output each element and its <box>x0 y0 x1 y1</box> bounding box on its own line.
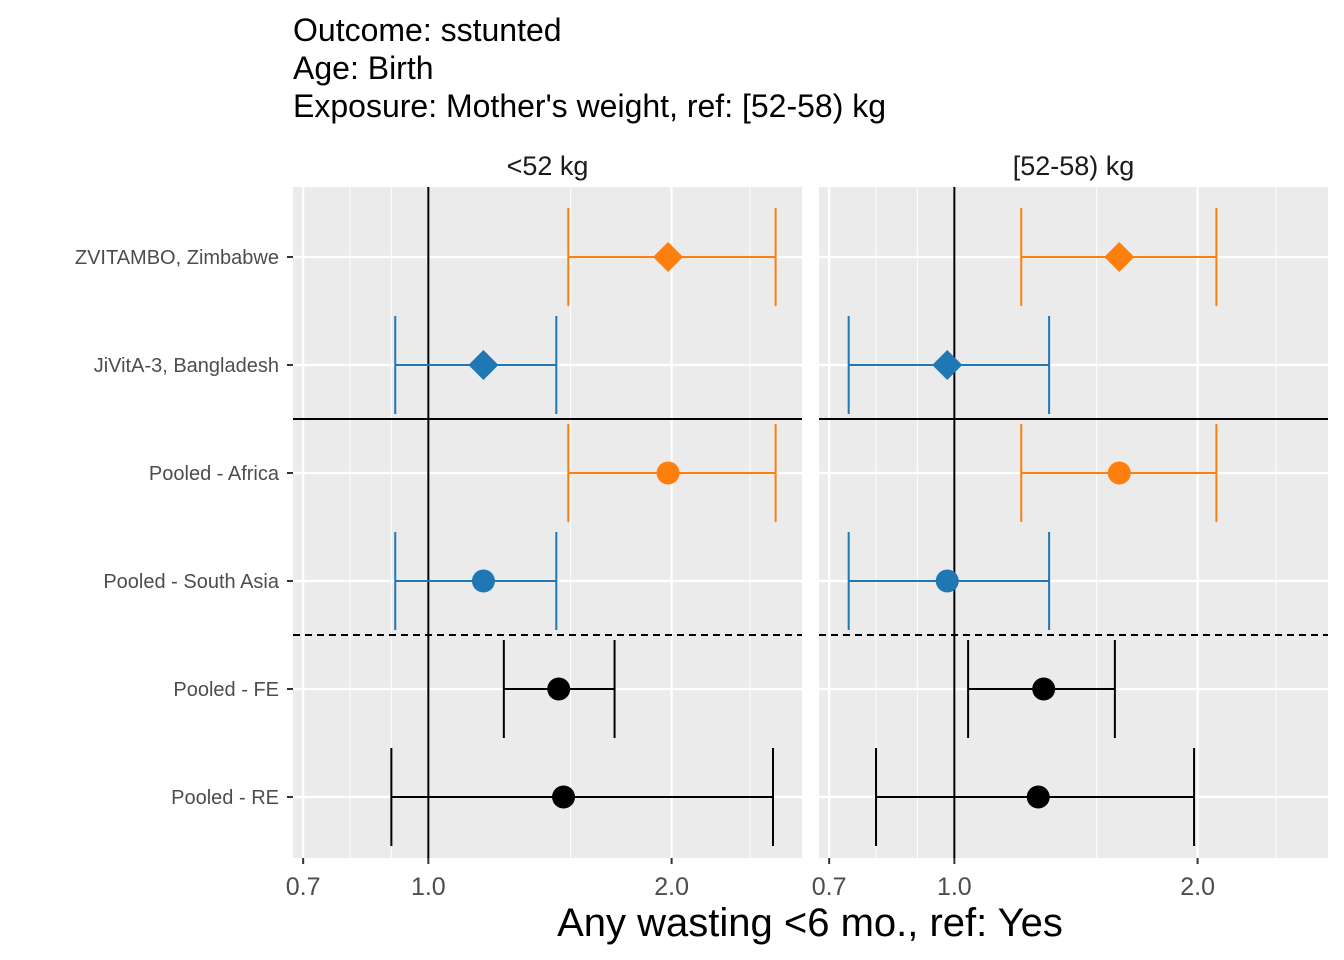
x-tick-label: 2.0 <box>654 873 689 901</box>
estimate-pooled-africa <box>1020 424 1218 522</box>
facet-panel-2: [52-58) kg 0.7 1.0 2.0 <box>812 151 1328 901</box>
point-circle <box>547 677 571 701</box>
point-diamond <box>653 242 684 272</box>
point-circle <box>1026 785 1050 809</box>
point-circle <box>1107 461 1131 485</box>
x-axis-title: Any wasting <6 mo., ref: Yes <box>557 901 1063 945</box>
title-line-2: Age: Birth <box>293 50 434 86</box>
y-tick-label: Pooled - Africa <box>149 463 280 485</box>
estimate-jivita-3-bangladesh <box>847 316 1051 414</box>
estimate-pooled-south-asia <box>847 532 1051 630</box>
x-tick-label: 0.7 <box>812 873 847 901</box>
point-diamond <box>1104 242 1135 272</box>
estimate-pooled-fe <box>967 640 1116 738</box>
point-circle <box>1032 677 1056 701</box>
facet-strip-label: <52 kg <box>507 151 589 181</box>
panel-background <box>293 187 802 858</box>
estimate-zvitambo-zimbabwe <box>1020 208 1218 306</box>
x-tick-label: 1.0 <box>411 873 446 901</box>
facet-panels: <52 kg 0.7 1.0 2.0 [52-58) kg 0.7 1.0 2.0 <box>286 151 1328 901</box>
x-tick-label: 0.7 <box>286 873 321 901</box>
facet-strip-label: [52-58) kg <box>1013 151 1135 181</box>
estimate-jivita-3-bangladesh <box>394 316 558 414</box>
x-tick-label: 2.0 <box>1180 873 1215 901</box>
estimate-pooled-south-asia <box>394 532 558 630</box>
point-circle <box>471 569 495 593</box>
y-tick-label: Pooled - RE <box>171 787 279 809</box>
title-line-3: Exposure: Mother's weight, ref: [52-58) … <box>293 88 886 124</box>
point-diamond <box>932 350 963 380</box>
estimate-pooled-re <box>390 748 775 846</box>
x-tick-label: 1.0 <box>937 873 972 901</box>
panel-background <box>819 187 1328 858</box>
y-tick-label: JiVitA-3, Bangladesh <box>94 355 279 377</box>
chart-title: Outcome: sstunted Age: Birth Exposure: M… <box>293 12 886 124</box>
y-tick-label: ZVITAMBO, Zimbabwe <box>75 247 279 269</box>
point-circle <box>935 569 959 593</box>
facet-panel-1: <52 kg 0.7 1.0 2.0 <box>286 151 802 901</box>
y-tick-label: Pooled - South Asia <box>103 571 280 593</box>
estimate-pooled-africa <box>567 424 777 522</box>
estimate-zvitambo-zimbabwe <box>567 208 777 306</box>
point-circle <box>552 785 576 809</box>
y-tick-label: Pooled - FE <box>173 679 279 701</box>
estimate-pooled-re <box>875 748 1196 846</box>
point-diamond <box>468 350 499 380</box>
title-line-1: Outcome: sstunted <box>293 12 562 48</box>
point-circle <box>656 461 680 485</box>
estimate-pooled-fe <box>502 640 616 738</box>
y-axis: ZVITAMBO, Zimbabwe JiVitA-3, Bangladesh Po… <box>75 247 293 809</box>
